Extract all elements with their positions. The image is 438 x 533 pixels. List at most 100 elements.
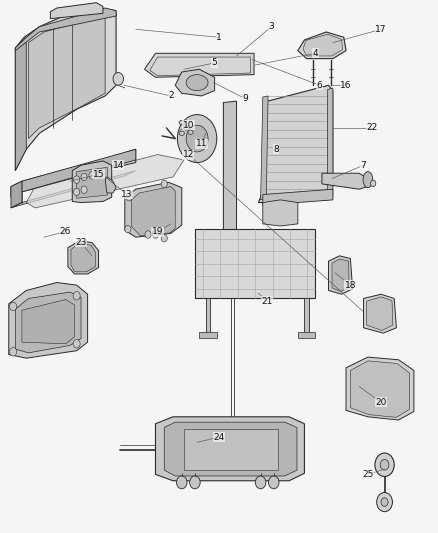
Polygon shape xyxy=(195,229,315,298)
Text: 25: 25 xyxy=(362,470,374,479)
Polygon shape xyxy=(350,361,410,417)
Circle shape xyxy=(74,176,80,183)
Text: 11: 11 xyxy=(196,140,207,148)
Circle shape xyxy=(380,459,389,470)
Circle shape xyxy=(73,340,80,348)
Circle shape xyxy=(10,302,17,311)
Text: 1: 1 xyxy=(216,33,222,42)
Circle shape xyxy=(73,292,80,300)
Polygon shape xyxy=(223,101,237,237)
Circle shape xyxy=(381,498,388,506)
Circle shape xyxy=(161,180,167,188)
Ellipse shape xyxy=(179,131,184,135)
Text: 9: 9 xyxy=(242,94,248,103)
Polygon shape xyxy=(364,294,396,333)
Polygon shape xyxy=(258,85,333,203)
Polygon shape xyxy=(367,297,393,330)
Circle shape xyxy=(126,193,132,201)
Ellipse shape xyxy=(363,172,373,188)
Circle shape xyxy=(81,173,87,181)
Text: 14: 14 xyxy=(113,161,124,169)
Polygon shape xyxy=(125,182,182,237)
Polygon shape xyxy=(28,16,105,139)
Circle shape xyxy=(375,453,394,477)
Polygon shape xyxy=(50,3,103,19)
Text: 10: 10 xyxy=(183,121,194,130)
Text: 15: 15 xyxy=(93,170,104,179)
Circle shape xyxy=(186,125,208,152)
Polygon shape xyxy=(199,332,217,338)
Circle shape xyxy=(152,231,159,238)
Polygon shape xyxy=(145,53,254,77)
Polygon shape xyxy=(71,244,95,272)
Polygon shape xyxy=(15,8,116,51)
Polygon shape xyxy=(328,256,353,294)
Polygon shape xyxy=(328,88,333,198)
Polygon shape xyxy=(298,332,315,338)
Polygon shape xyxy=(11,149,136,197)
Ellipse shape xyxy=(179,120,184,125)
Text: 5: 5 xyxy=(212,59,218,67)
Text: 3: 3 xyxy=(268,22,275,31)
Polygon shape xyxy=(11,171,136,208)
Polygon shape xyxy=(263,200,298,226)
Circle shape xyxy=(268,476,279,489)
Text: 7: 7 xyxy=(360,161,367,169)
Text: 13: 13 xyxy=(121,190,133,199)
Polygon shape xyxy=(15,37,26,171)
Text: 2: 2 xyxy=(168,92,173,100)
Polygon shape xyxy=(72,161,112,203)
Circle shape xyxy=(177,115,217,163)
Polygon shape xyxy=(68,241,99,274)
Text: 4: 4 xyxy=(313,49,318,58)
Polygon shape xyxy=(105,177,116,193)
Polygon shape xyxy=(9,282,88,358)
Polygon shape xyxy=(15,5,116,171)
Polygon shape xyxy=(263,189,333,205)
Polygon shape xyxy=(322,173,368,189)
Text: 22: 22 xyxy=(367,124,378,132)
Circle shape xyxy=(377,492,392,512)
Polygon shape xyxy=(164,422,297,476)
Circle shape xyxy=(161,235,167,242)
Polygon shape xyxy=(22,300,74,344)
Polygon shape xyxy=(11,181,22,208)
Polygon shape xyxy=(261,96,268,200)
Polygon shape xyxy=(15,292,81,353)
Circle shape xyxy=(89,172,95,179)
Text: 17: 17 xyxy=(375,25,387,34)
Ellipse shape xyxy=(186,75,208,91)
Text: 21: 21 xyxy=(261,297,273,305)
Polygon shape xyxy=(155,417,304,481)
Text: 24: 24 xyxy=(213,433,225,441)
Circle shape xyxy=(10,348,17,356)
Text: 6: 6 xyxy=(317,81,323,90)
Circle shape xyxy=(74,188,80,196)
Circle shape xyxy=(97,171,103,178)
Circle shape xyxy=(371,180,376,187)
Circle shape xyxy=(81,186,87,193)
Circle shape xyxy=(145,231,151,238)
Text: 23: 23 xyxy=(75,238,87,247)
Text: 18: 18 xyxy=(345,281,356,289)
Polygon shape xyxy=(131,187,175,236)
Polygon shape xyxy=(303,34,343,56)
Circle shape xyxy=(125,225,131,233)
Text: 26: 26 xyxy=(59,228,71,236)
Circle shape xyxy=(177,476,187,489)
Text: 12: 12 xyxy=(183,150,194,159)
Polygon shape xyxy=(77,167,107,198)
Polygon shape xyxy=(304,298,309,333)
Polygon shape xyxy=(346,357,414,420)
Polygon shape xyxy=(26,155,184,208)
Ellipse shape xyxy=(188,130,193,134)
Circle shape xyxy=(255,476,266,489)
Polygon shape xyxy=(22,149,136,192)
Text: 20: 20 xyxy=(375,398,387,407)
Text: 19: 19 xyxy=(152,228,163,236)
Text: 8: 8 xyxy=(273,145,279,154)
Text: 16: 16 xyxy=(340,81,352,90)
Polygon shape xyxy=(206,298,210,333)
Polygon shape xyxy=(175,69,215,96)
Polygon shape xyxy=(332,259,349,292)
